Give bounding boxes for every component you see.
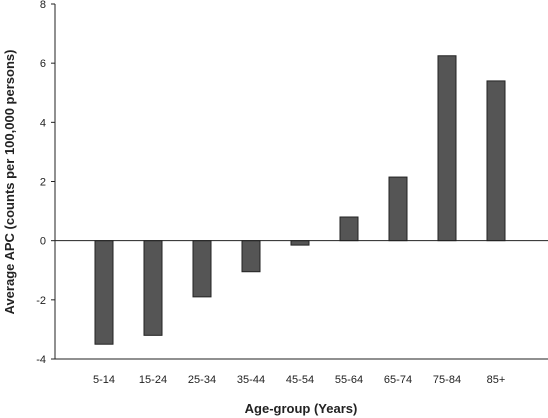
x-tick-label: 55-64 bbox=[335, 374, 363, 386]
y-axis-title: Average APC (counts per 100,000 persons) bbox=[2, 50, 17, 315]
y-tick-label: 0 bbox=[40, 236, 46, 248]
bar bbox=[486, 80, 506, 242]
bar bbox=[290, 240, 310, 246]
x-tick-label: 25-34 bbox=[188, 374, 216, 386]
plot-area: 8 6 4 2 0 -2 -4 5-14 15-24 25-34 35-44 45-54 55-64 65… bbox=[36, 0, 548, 386]
y-tick-label: 6 bbox=[40, 58, 46, 70]
x-tick-label: 45-54 bbox=[286, 374, 314, 386]
x-tick-label: 35-44 bbox=[237, 374, 265, 386]
x-tick-label: 85+ bbox=[487, 374, 506, 386]
bar bbox=[94, 240, 114, 345]
y-tick-label: -2 bbox=[36, 295, 46, 307]
bar bbox=[192, 240, 212, 298]
x-tick-label: 15-24 bbox=[139, 374, 167, 386]
y-tick-label: 4 bbox=[40, 117, 46, 129]
bar bbox=[339, 216, 359, 242]
bar bbox=[241, 240, 261, 273]
y-tick-label: -4 bbox=[36, 354, 46, 366]
bar bbox=[437, 55, 457, 242]
y-tick-label: 8 bbox=[40, 0, 46, 11]
x-tick-label: 5-14 bbox=[93, 374, 115, 386]
x-tick-label: 65-74 bbox=[384, 374, 412, 386]
x-tick-label: 75-84 bbox=[433, 374, 461, 386]
x-axis-title: Age-group (Years) bbox=[245, 401, 358, 416]
bar bbox=[388, 176, 408, 242]
bar bbox=[143, 240, 163, 336]
y-tick-label: 2 bbox=[40, 177, 46, 189]
